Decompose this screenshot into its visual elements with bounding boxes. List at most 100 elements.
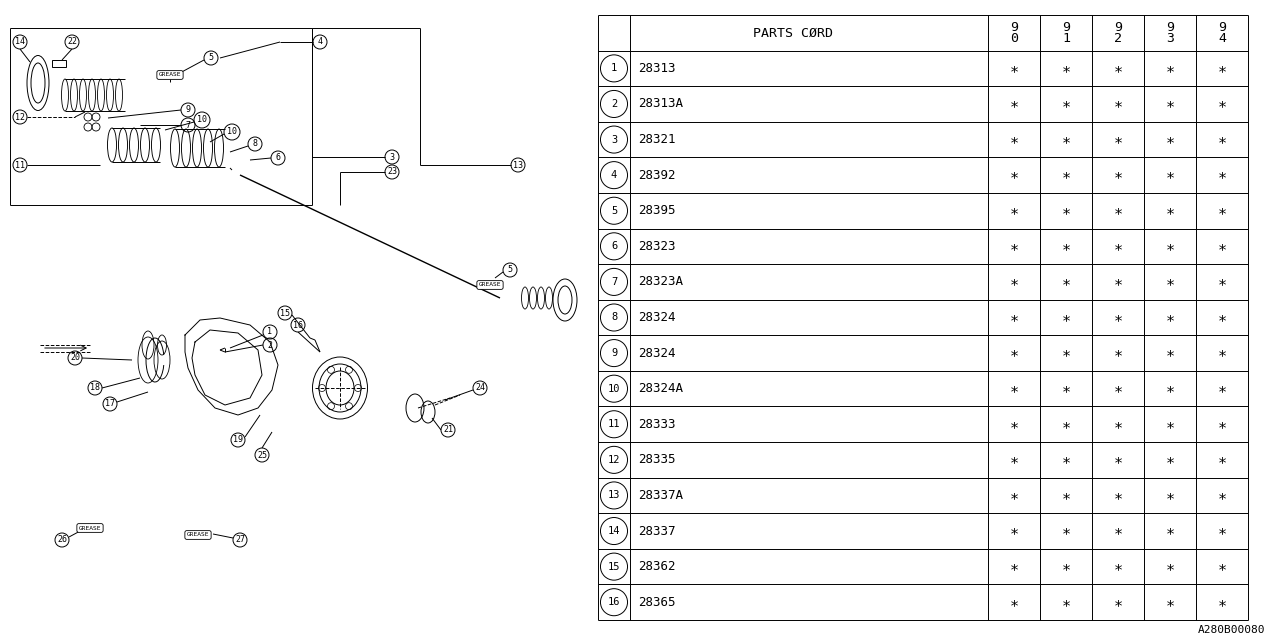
- Text: 5: 5: [209, 54, 214, 63]
- Text: 28313A: 28313A: [637, 97, 684, 111]
- Text: ∗: ∗: [1010, 452, 1019, 467]
- Text: 11: 11: [608, 419, 621, 429]
- Text: 9: 9: [611, 348, 617, 358]
- Text: ∗: ∗: [1217, 204, 1226, 218]
- Text: 3: 3: [611, 134, 617, 145]
- Text: ∗: ∗: [1217, 132, 1226, 147]
- Text: ∗: ∗: [1165, 381, 1175, 396]
- Text: ∗: ∗: [1010, 97, 1019, 111]
- Text: ∗: ∗: [1114, 275, 1123, 289]
- Text: ∗: ∗: [1217, 595, 1226, 610]
- Text: ∗: ∗: [1165, 204, 1175, 218]
- Text: 16: 16: [293, 321, 303, 330]
- Text: 8: 8: [252, 140, 257, 148]
- Text: 28313: 28313: [637, 62, 676, 75]
- Text: 28395: 28395: [637, 204, 676, 217]
- Text: 26: 26: [58, 536, 67, 545]
- Text: 21: 21: [443, 426, 453, 435]
- Text: 13: 13: [513, 161, 524, 170]
- Text: ∗: ∗: [1114, 346, 1123, 360]
- Text: ∗: ∗: [1061, 61, 1070, 76]
- Text: 8: 8: [611, 312, 617, 323]
- Text: ∗: ∗: [1010, 346, 1019, 360]
- Text: GREASE: GREASE: [187, 532, 209, 538]
- Text: ∗: ∗: [1061, 559, 1070, 574]
- Text: ∗: ∗: [1165, 61, 1175, 76]
- Text: ∗: ∗: [1217, 275, 1226, 289]
- Text: ∗: ∗: [1061, 168, 1070, 182]
- Text: 2: 2: [268, 340, 273, 349]
- Text: 3: 3: [389, 152, 394, 161]
- Text: ∗: ∗: [1217, 97, 1226, 111]
- Text: GREASE: GREASE: [79, 525, 101, 531]
- Text: ∗: ∗: [1165, 488, 1175, 503]
- Text: 28365: 28365: [637, 596, 676, 609]
- Text: ∗: ∗: [1217, 559, 1226, 574]
- Text: 2: 2: [1114, 31, 1123, 45]
- Text: ∗: ∗: [1061, 132, 1070, 147]
- Text: ∗: ∗: [1165, 595, 1175, 610]
- Text: ∗: ∗: [1114, 61, 1123, 76]
- Text: 9: 9: [1219, 21, 1226, 34]
- Text: 6: 6: [275, 154, 280, 163]
- Text: 4: 4: [611, 170, 617, 180]
- Text: GREASE: GREASE: [159, 72, 182, 77]
- Text: ∗: ∗: [1061, 239, 1070, 254]
- Text: ∗: ∗: [1061, 381, 1070, 396]
- Text: ∗: ∗: [1010, 239, 1019, 254]
- Text: ∗: ∗: [1217, 310, 1226, 325]
- Text: ∗: ∗: [1114, 524, 1123, 538]
- Text: ∗: ∗: [1010, 559, 1019, 574]
- Text: 3: 3: [1166, 31, 1174, 45]
- Text: 6: 6: [611, 241, 617, 252]
- Text: ∗: ∗: [1114, 417, 1123, 432]
- Text: ∗: ∗: [1114, 204, 1123, 218]
- Text: 12: 12: [608, 455, 621, 465]
- Text: ∗: ∗: [1217, 239, 1226, 254]
- Text: ∗: ∗: [1114, 559, 1123, 574]
- Text: ∗: ∗: [1217, 452, 1226, 467]
- Text: ∗: ∗: [1217, 346, 1226, 360]
- Text: 28337: 28337: [637, 525, 676, 538]
- Text: ∗: ∗: [1061, 595, 1070, 610]
- Text: ∗: ∗: [1010, 310, 1019, 325]
- Text: ∗: ∗: [1217, 168, 1226, 182]
- Text: ∗: ∗: [1010, 488, 1019, 503]
- Text: ∗: ∗: [1165, 168, 1175, 182]
- Text: ∗: ∗: [1165, 275, 1175, 289]
- Text: ∗: ∗: [1217, 417, 1226, 432]
- Text: 17: 17: [105, 399, 115, 408]
- Text: PARTS CØRD: PARTS CØRD: [753, 26, 833, 39]
- Text: 4: 4: [317, 38, 323, 47]
- Text: 28321: 28321: [637, 133, 676, 146]
- Text: ∗: ∗: [1165, 239, 1175, 254]
- Text: ∗: ∗: [1061, 346, 1070, 360]
- Text: 25: 25: [257, 451, 268, 460]
- Text: 4: 4: [1219, 31, 1226, 45]
- Text: ∗: ∗: [1165, 97, 1175, 111]
- Text: 28324A: 28324A: [637, 382, 684, 395]
- Text: ∗: ∗: [1010, 168, 1019, 182]
- Text: 9: 9: [1010, 21, 1018, 34]
- Text: ∗: ∗: [1165, 559, 1175, 574]
- Text: ∗: ∗: [1061, 452, 1070, 467]
- Text: ∗: ∗: [1061, 417, 1070, 432]
- Text: ∗: ∗: [1114, 97, 1123, 111]
- Text: 22: 22: [67, 38, 77, 47]
- Text: 13: 13: [608, 490, 621, 500]
- Text: ∗: ∗: [1165, 417, 1175, 432]
- Text: ∗: ∗: [1061, 310, 1070, 325]
- Text: ∗: ∗: [1010, 595, 1019, 610]
- Text: ∗: ∗: [1165, 310, 1175, 325]
- Text: ∗: ∗: [1061, 204, 1070, 218]
- Text: 10: 10: [197, 115, 207, 125]
- Text: GREASE: GREASE: [479, 282, 502, 287]
- Text: ∗: ∗: [1165, 524, 1175, 538]
- Text: 12: 12: [15, 113, 26, 122]
- Text: 5: 5: [507, 266, 512, 275]
- Text: ∗: ∗: [1114, 132, 1123, 147]
- Text: 1: 1: [1062, 31, 1070, 45]
- Text: ∗: ∗: [1114, 595, 1123, 610]
- Text: 19: 19: [233, 435, 243, 445]
- Text: 0: 0: [1010, 31, 1018, 45]
